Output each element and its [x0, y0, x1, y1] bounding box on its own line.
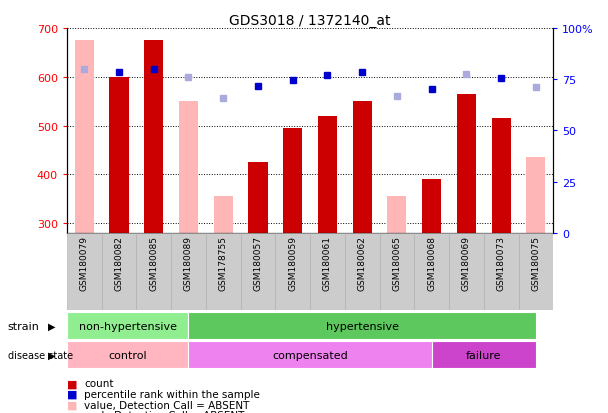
Bar: [109, 78, 128, 233]
Text: ■: ■: [67, 389, 77, 399]
Text: GSM178755: GSM178755: [219, 236, 228, 290]
Bar: [432, 342, 536, 368]
Bar: [75, 41, 94, 233]
Text: disease state: disease state: [8, 350, 73, 360]
Text: GSM180068: GSM180068: [427, 236, 436, 290]
Bar: [188, 342, 432, 368]
Bar: [318, 116, 337, 233]
Text: GSM180082: GSM180082: [114, 236, 123, 290]
Bar: [422, 180, 441, 233]
Text: GSM180065: GSM180065: [392, 236, 401, 290]
Text: GSM180073: GSM180073: [497, 236, 506, 290]
Text: strain: strain: [8, 321, 40, 331]
Text: failure: failure: [466, 350, 502, 360]
Text: GSM180069: GSM180069: [462, 236, 471, 290]
Text: non-hypertensive: non-hypertensive: [78, 321, 177, 331]
Bar: [283, 129, 302, 233]
Text: GSM180061: GSM180061: [323, 236, 332, 290]
Text: ■: ■: [67, 378, 77, 388]
Text: count: count: [84, 378, 114, 388]
Bar: [144, 41, 164, 233]
Bar: [136, 233, 171, 310]
Text: GSM180059: GSM180059: [288, 236, 297, 290]
Text: GSM180057: GSM180057: [254, 236, 263, 290]
Bar: [449, 233, 484, 310]
Text: value, Detection Call = ABSENT: value, Detection Call = ABSENT: [84, 400, 249, 410]
Text: ▶: ▶: [48, 350, 55, 360]
Bar: [67, 342, 188, 368]
Text: compensated: compensated: [272, 350, 348, 360]
Text: GSM180079: GSM180079: [80, 236, 89, 290]
Text: hypertensive: hypertensive: [326, 321, 399, 331]
Bar: [102, 233, 136, 310]
Bar: [67, 313, 188, 339]
Bar: [171, 233, 206, 310]
Bar: [379, 233, 414, 310]
Text: ■: ■: [67, 400, 77, 410]
Title: GDS3018 / 1372140_at: GDS3018 / 1372140_at: [229, 14, 391, 28]
Bar: [275, 233, 310, 310]
Bar: [241, 233, 275, 310]
Bar: [179, 102, 198, 233]
Bar: [67, 233, 102, 310]
Bar: [206, 233, 241, 310]
Bar: [484, 233, 519, 310]
Bar: [414, 233, 449, 310]
Text: rank, Detection Call = ABSENT: rank, Detection Call = ABSENT: [84, 411, 244, 413]
Text: percentile rank within the sample: percentile rank within the sample: [84, 389, 260, 399]
Bar: [310, 233, 345, 310]
Text: ■: ■: [67, 411, 77, 413]
Bar: [527, 158, 545, 233]
Text: GSM180089: GSM180089: [184, 236, 193, 290]
Text: control: control: [108, 350, 147, 360]
Bar: [387, 197, 407, 233]
Bar: [492, 119, 511, 233]
Bar: [249, 163, 268, 233]
Text: GSM180062: GSM180062: [358, 236, 367, 290]
Bar: [188, 313, 536, 339]
Bar: [353, 102, 371, 233]
Bar: [345, 233, 379, 310]
Text: ▶: ▶: [48, 321, 55, 331]
Bar: [213, 197, 233, 233]
Bar: [457, 95, 476, 233]
Text: GSM180075: GSM180075: [531, 236, 541, 290]
Bar: [519, 233, 553, 310]
Text: GSM180085: GSM180085: [149, 236, 158, 290]
